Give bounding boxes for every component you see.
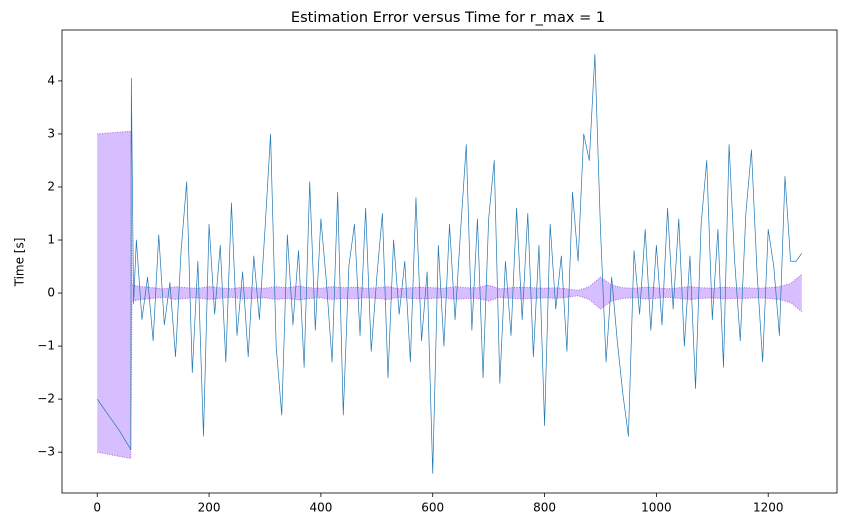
x-tick-label: 1000 bbox=[641, 501, 672, 515]
y-tick-label: 3 bbox=[47, 126, 55, 140]
band-upper-edge bbox=[97, 130, 803, 291]
x-tick-label: 0 bbox=[93, 501, 101, 515]
plot-frame bbox=[61, 29, 838, 494]
y-tick-label: 1 bbox=[47, 233, 55, 247]
y-tick-label: −3 bbox=[37, 445, 55, 459]
x-tick-label: 1200 bbox=[753, 501, 784, 515]
y-tick-label: −2 bbox=[37, 392, 55, 406]
x-tick-label: 600 bbox=[421, 501, 444, 515]
y-tick-label: 4 bbox=[47, 73, 55, 87]
x-tick-label: 800 bbox=[533, 501, 556, 515]
data-line bbox=[96, 54, 803, 474]
x-tick-label: 400 bbox=[309, 501, 332, 515]
x-tick-label: 200 bbox=[198, 501, 221, 515]
band-area bbox=[97, 131, 802, 459]
y-tick-label: 0 bbox=[47, 286, 55, 300]
y-tick-label: −1 bbox=[37, 339, 55, 353]
y-axis-label: Time [s] bbox=[13, 238, 27, 288]
chart-title: Estimation Error versus Time for r_max =… bbox=[291, 10, 605, 26]
y-tick-label: 2 bbox=[47, 179, 55, 193]
